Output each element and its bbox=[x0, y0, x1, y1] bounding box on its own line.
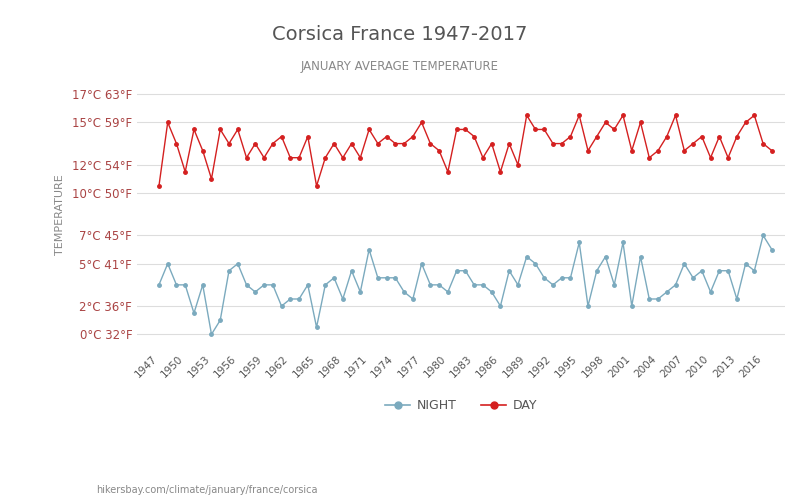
Text: Corsica France 1947-2017: Corsica France 1947-2017 bbox=[272, 25, 528, 44]
Legend: NIGHT, DAY: NIGHT, DAY bbox=[380, 394, 542, 417]
Text: hikersbay.com/climate/january/france/corsica: hikersbay.com/climate/january/france/cor… bbox=[96, 485, 318, 495]
Y-axis label: TEMPERATURE: TEMPERATURE bbox=[55, 174, 65, 254]
Text: JANUARY AVERAGE TEMPERATURE: JANUARY AVERAGE TEMPERATURE bbox=[301, 60, 499, 73]
